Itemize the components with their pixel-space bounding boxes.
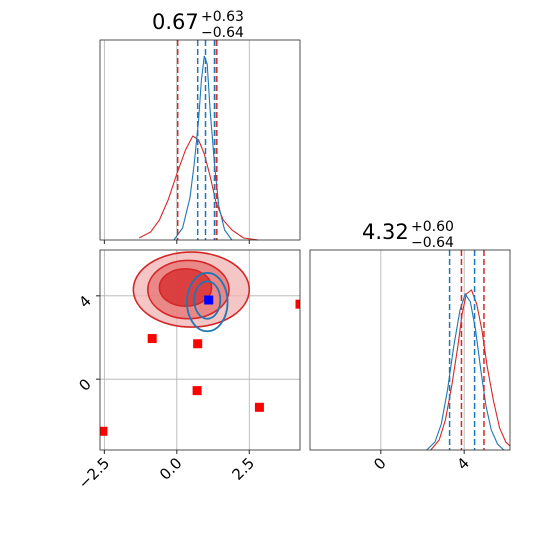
histogram-param-0 [99,39,301,244]
blue-contour-1 [186,272,229,333]
joint-xtick-label-1: 0.0 [156,454,186,484]
joint-ytick-label-0: 0 [75,375,94,394]
hist1-blue-curve [173,55,233,241]
red-marker-3 [192,386,202,396]
histogram-param-1 [309,249,511,454]
hist2-frame [309,249,511,451]
title-param-1: 4.32 +0.60 −0.64 [362,219,454,251]
red-marker-1 [147,334,157,344]
title-1-sub: −0.64 [411,235,454,251]
joint-xtick-label-0: −2.5 [75,454,113,492]
red-marker-2 [193,339,203,349]
title-param-0: 0.67 +0.63 −0.64 [152,9,244,41]
joint-xtick-label-2: 2.5 [229,454,259,484]
joint-density-panel [96,249,301,454]
hist2-tick-label-1: 4 [454,454,473,473]
joint-ytick-label-1: 4 [75,292,94,311]
hist2-tick-label-0: 0 [370,454,389,473]
hist1-frame [99,39,301,241]
red-marker-0 [100,426,108,436]
blue-marker [204,295,214,305]
hist2-blue-curve [426,292,505,451]
blue-contour-0 [193,280,222,320]
title-0-sup: +0.63 [201,9,244,25]
red-contour-2 [158,267,213,308]
red-marker-4 [254,402,264,412]
title-1-main: 4.32 [362,220,409,244]
hist1-red-curve [138,135,259,241]
red-marker-5 [295,299,300,309]
title-0-sub: −0.64 [201,25,244,41]
title-0-main: 0.67 [152,10,199,34]
hist2-red-curve [430,289,511,451]
tick-labels: −2.5 0.0 2.5 0 4 0 4 [75,292,473,493]
joint-frame [99,249,301,451]
joint-inner [100,250,300,450]
title-1-sup: +0.60 [411,219,454,235]
